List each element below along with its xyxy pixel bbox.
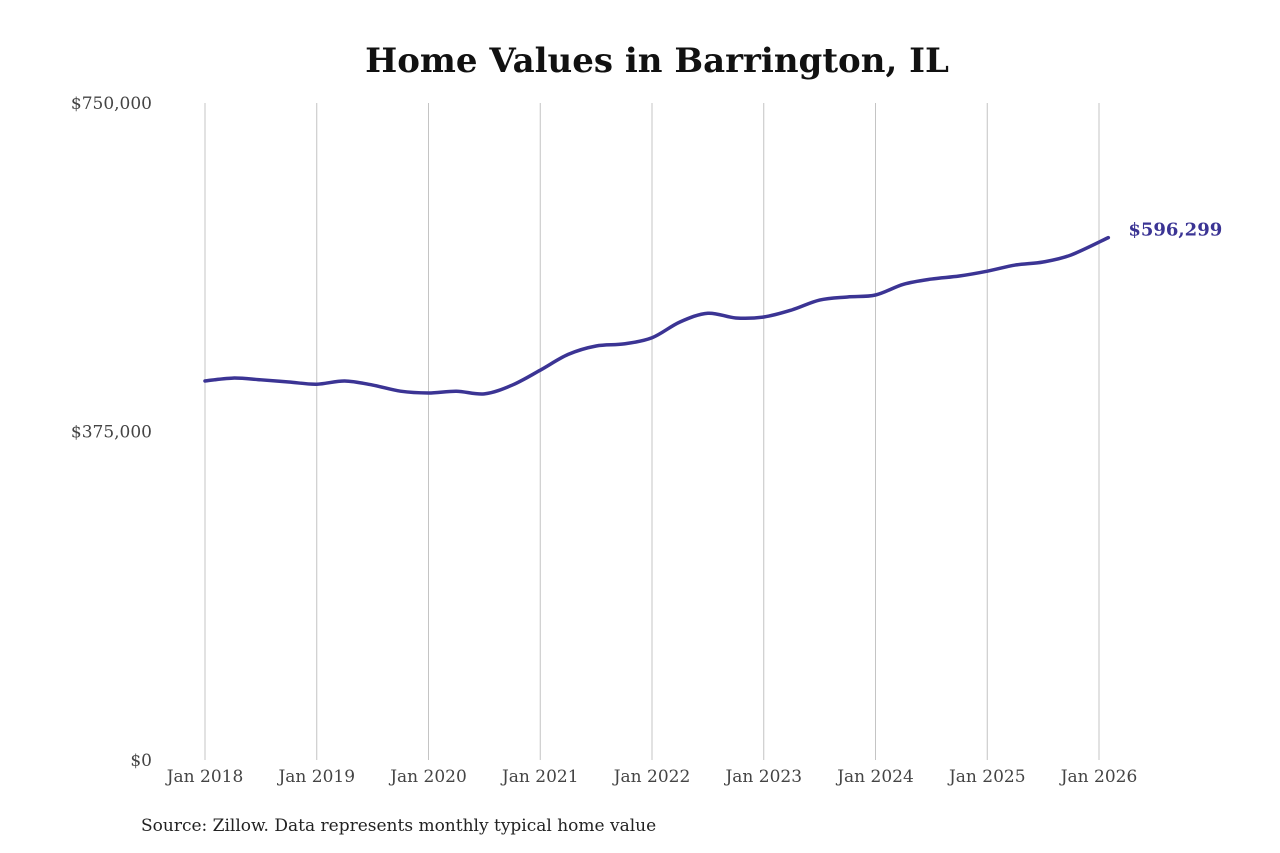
y-tick-label: $750,000 [71, 94, 152, 114]
y-tick-label: $0 [130, 751, 152, 771]
chart-title: Home Values in Barrington, IL [365, 41, 949, 81]
x-tick-label: Jan 2021 [500, 767, 579, 787]
x-tick-label: Jan 2023 [723, 767, 802, 787]
x-tick-label: Jan 2020 [388, 767, 467, 787]
end-value-label: $596,299 [1128, 220, 1222, 241]
source-note: Source: Zillow. Data represents monthly … [141, 816, 657, 836]
x-tick-label: Jan 2024 [835, 767, 914, 787]
series-line [203, 235, 1111, 396]
x-tick-label: Jan 2018 [165, 767, 244, 787]
x-tick-label: Jan 2026 [1059, 767, 1138, 787]
x-tick-label: Jan 2025 [947, 767, 1026, 787]
y-tick-label: $375,000 [71, 423, 152, 443]
x-tick-label: Jan 2019 [276, 767, 355, 787]
x-tick-label: Jan 2022 [612, 767, 691, 787]
